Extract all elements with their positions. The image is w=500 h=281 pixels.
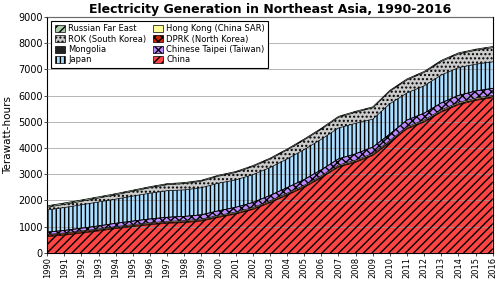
Y-axis label: Terawatt-hours: Terawatt-hours bbox=[3, 96, 13, 174]
Legend: Russian Far East, ROK (South Korea), Mongolia, Japan, Hong Kong (China SAR), DPR: Russian Far East, ROK (South Korea), Mon… bbox=[52, 21, 268, 67]
Title: Electricity Generation in Northeast Asia, 1990-2016: Electricity Generation in Northeast Asia… bbox=[89, 3, 451, 16]
